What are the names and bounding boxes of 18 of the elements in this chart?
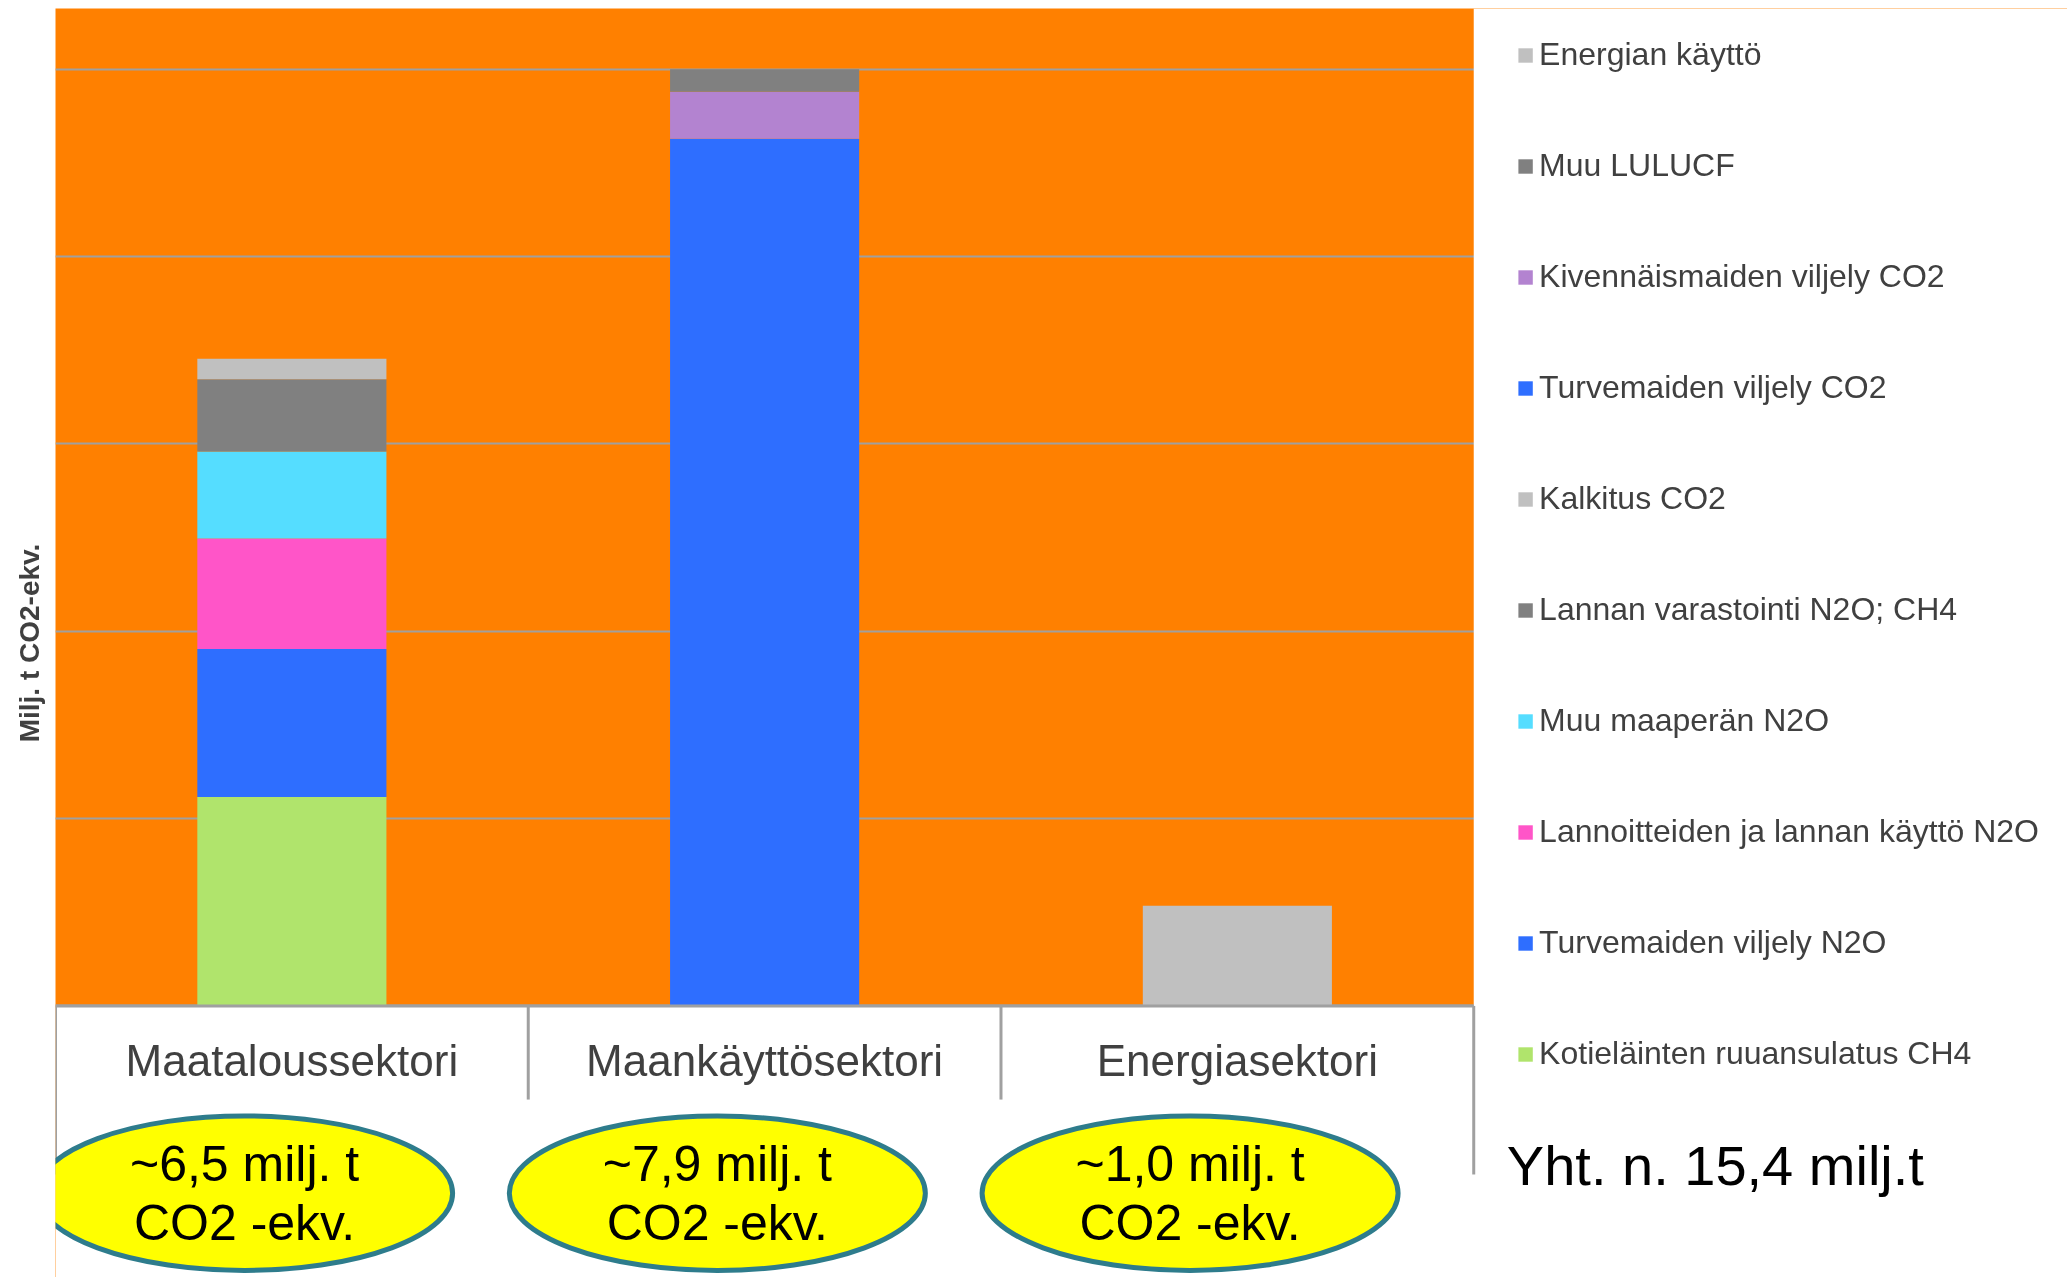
legend-label: Lannan varastointi N2O; CH4 bbox=[1539, 591, 1958, 628]
x-tick-label: Maataloussektori bbox=[125, 1035, 459, 1085]
x-tick-label: Energiasektori bbox=[1096, 1035, 1378, 1085]
x-tick-label: Maankäyttösektori bbox=[586, 1035, 944, 1085]
legend-label: Kalkitus CO2 bbox=[1539, 480, 1726, 517]
total-label: ~1,0 milj. t CO2 -ekv. bbox=[1075, 1135, 1305, 1251]
legend-label: Kivennäismaiden viljely CO2 bbox=[1539, 258, 1945, 295]
y-axis-title: Milj. t CO2-ekv. bbox=[13, 543, 45, 743]
legend-label: Turvemaiden viljely CO2 bbox=[1539, 369, 1887, 406]
total-label: ~6,5 milj. t CO2 -ekv. bbox=[129, 1135, 360, 1251]
legend-label: Muu maaperän N2O bbox=[1539, 702, 1830, 739]
text: Yht. n. 15,4 milj.t bbox=[1506, 1133, 1925, 1197]
legend-label: Energian käyttö bbox=[1539, 36, 1762, 73]
legend-label: Muu LULUCF bbox=[1539, 147, 1735, 184]
legend-label: Turvemaiden viljely N2O bbox=[1539, 924, 1887, 961]
legend-label: Kotieläinten ruuansulatus CH4 bbox=[1539, 1035, 1972, 1072]
total-label: ~7,9 milj. t CO2 -ekv. bbox=[602, 1135, 833, 1251]
legend-label: Lannoitteiden ja lannan käyttö N2O bbox=[1539, 813, 2039, 850]
